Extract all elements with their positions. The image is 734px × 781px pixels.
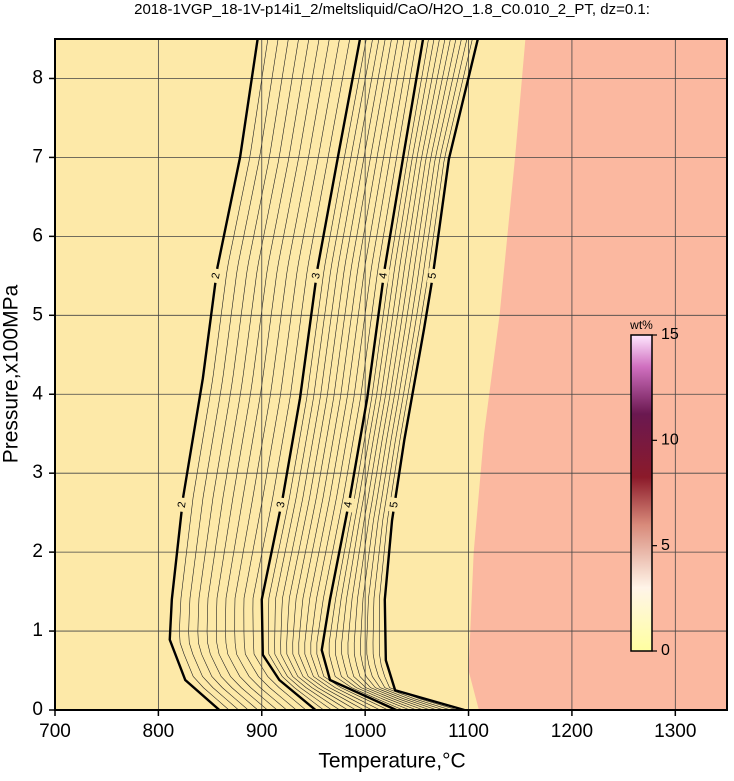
minor-contour <box>268 39 367 710</box>
contour-label-bg <box>275 496 288 513</box>
x-tick-label: 800 <box>143 721 175 742</box>
y-tick-label: 0 <box>32 699 43 720</box>
minor-contour <box>280 39 380 710</box>
x-tick-label: 1300 <box>654 721 696 742</box>
colorbar-tick-label: 5 <box>661 537 670 554</box>
colorbar-tick-label: 0 <box>661 642 670 659</box>
contour-line <box>168 39 259 710</box>
x-tick-label: 1000 <box>344 721 386 742</box>
minor-contour <box>341 39 440 710</box>
minor-contour <box>310 39 411 710</box>
x-tick-label: 1200 <box>551 721 593 742</box>
x-axis-label: Temperature,°C <box>318 750 465 773</box>
minor-contour <box>197 39 289 710</box>
plot-frame <box>54 38 728 711</box>
contour-label-bg <box>377 268 390 284</box>
minor-contour <box>179 39 269 710</box>
contour-label-bg <box>210 268 223 284</box>
contour-label: 5 <box>426 272 439 280</box>
y-tick-label: 7 <box>32 146 43 167</box>
minor-contour <box>328 39 429 710</box>
contour-label-bg <box>388 497 401 513</box>
contour-label: 2 <box>210 272 223 280</box>
minor-contour <box>215 39 310 710</box>
minor-contour <box>188 39 279 710</box>
contour-label: 2 <box>176 501 189 509</box>
minor-contour <box>252 39 351 710</box>
minor-contour <box>378 39 473 710</box>
y-tick-label: 4 <box>32 383 43 404</box>
overlay: 700 800 900 1000 1100 1200 1300 0 1 2 3 4 5 6 7 8 wt% 0 5 1… <box>32 38 728 742</box>
minor-contour <box>274 39 373 710</box>
y-tick-label: 2 <box>32 541 43 562</box>
minor-contour <box>225 39 320 710</box>
contour-label: 3 <box>275 501 288 509</box>
y-tick-label: 3 <box>32 462 43 483</box>
contour-line <box>383 39 480 710</box>
contour-label-bg <box>426 268 439 284</box>
minor-contour <box>298 39 399 710</box>
y-tick-label: 8 <box>32 67 43 88</box>
minor-contour <box>347 39 446 710</box>
minor-contour <box>316 39 418 710</box>
y-tick-label: 5 <box>32 304 43 325</box>
minor-contour <box>335 39 435 710</box>
contour-label: 5 <box>388 501 401 509</box>
y-axis-label: Pressure,x100MPa <box>0 284 23 463</box>
minor-contour <box>292 39 392 710</box>
contour-label-bg <box>342 496 355 513</box>
minor-contour <box>304 39 405 710</box>
contour-label: 4 <box>342 501 355 509</box>
colorbar <box>630 334 653 652</box>
contour-label: 4 <box>377 272 390 280</box>
colorbar-tick-label: 15 <box>661 326 679 343</box>
saturated-region <box>468 39 727 710</box>
plot-area: 2 2 3 3 4 4 5 5 <box>55 39 727 710</box>
y-tick-label: 6 <box>32 225 43 246</box>
minor-contour <box>372 39 468 710</box>
contour-label-bg <box>176 497 189 513</box>
contour-label: 3 <box>310 272 323 280</box>
chart-title: 2018-1VGP_18-1V-p14i1_2/meltsliquid/CaO/… <box>134 1 650 18</box>
minor-contour <box>366 39 462 710</box>
minor-contour <box>206 39 299 710</box>
x-tick-label: 700 <box>39 721 71 742</box>
minor-contour <box>360 39 457 710</box>
x-tick-label: 1100 <box>448 721 489 742</box>
colorbar-tick-label: 10 <box>661 432 679 449</box>
contour-label-bg <box>310 268 323 284</box>
y-tick-label: 1 <box>32 620 43 641</box>
minor-contour <box>234 39 330 710</box>
colorbar-title: wt% <box>629 318 653 332</box>
minor-contour <box>243 39 340 710</box>
x-tick-label: 900 <box>246 721 278 742</box>
minor-contour <box>353 39 451 710</box>
